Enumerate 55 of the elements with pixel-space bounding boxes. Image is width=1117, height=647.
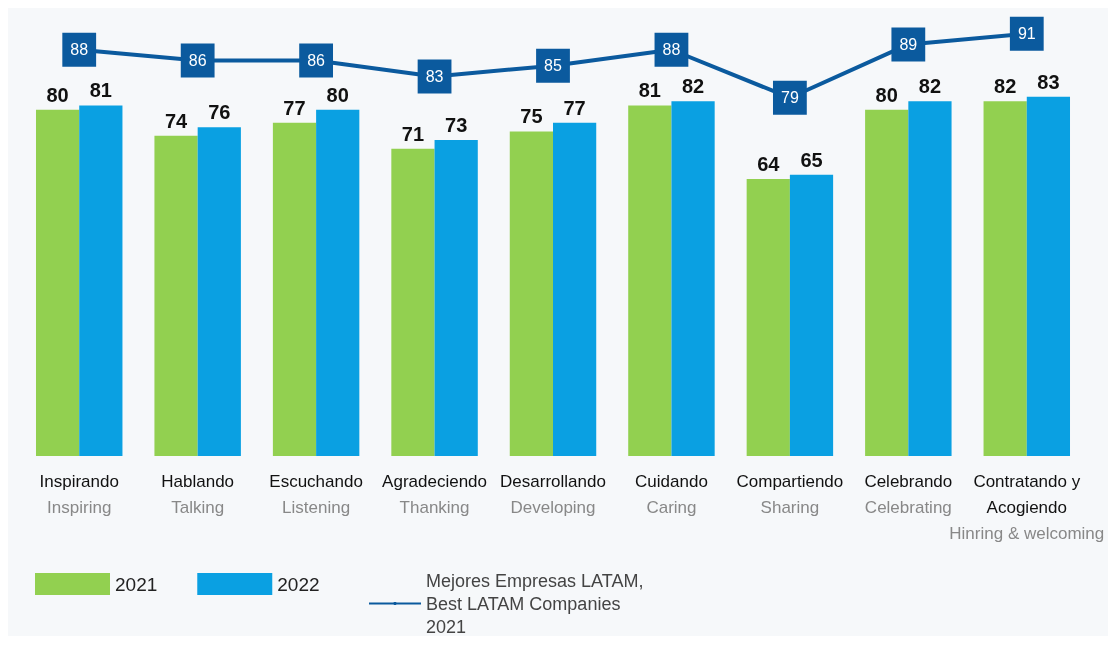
bar [628, 105, 672, 456]
bar [272, 122, 317, 456]
data-label: 71 [401, 122, 425, 145]
bar [434, 140, 478, 456]
x-tick-label: Hablando Talking [161, 471, 235, 517]
bar [553, 122, 597, 456]
data-label: 86 [188, 51, 207, 69]
data-label: 80 [326, 83, 349, 106]
legend-label: Mejores Empresas LATAM, Best LATAM Companies 2021 [426, 570, 644, 637]
data-label: 73 [445, 114, 468, 137]
data-label: 85 [544, 57, 562, 75]
bar [1026, 96, 1071, 456]
x-tick-label: Inspirando Inspiring [39, 471, 119, 517]
data-label: 82 [681, 75, 705, 98]
data-label: 65 [800, 148, 823, 171]
data-label: 83 [425, 67, 444, 85]
data-label: 75 [520, 105, 543, 128]
bar [983, 101, 1027, 456]
x-tick-label: Escuchando Listening [269, 471, 363, 517]
data-label: 80 [875, 83, 898, 106]
bar [35, 109, 80, 456]
data-label: 79 [780, 89, 799, 107]
data-label: 82 [918, 75, 942, 98]
x-tick-label: Cuidando Caring [635, 471, 708, 517]
bar [865, 109, 909, 456]
data-label: 83 [1037, 70, 1060, 93]
data-label: 76 [208, 101, 231, 124]
x-tick-label: Compartiendo Sharing [736, 471, 844, 517]
data-label: 86 [307, 51, 326, 69]
data-label: 64 [757, 153, 781, 176]
data-label: 80 [46, 83, 69, 106]
bar [391, 148, 435, 456]
bar [154, 135, 198, 456]
bar [79, 105, 123, 456]
x-tick-label: Agradeciendo Thanking [382, 471, 488, 517]
data-label: 89 [899, 35, 918, 53]
data-label: 88 [662, 41, 681, 59]
data-label: 77 [563, 96, 586, 119]
data-label: 74 [164, 109, 189, 132]
bar [197, 127, 241, 456]
bar [509, 131, 553, 456]
bar [746, 179, 790, 456]
legend-label: 2022 [277, 573, 320, 595]
legend-label: 2021 [115, 573, 158, 595]
x-tick-label: Desarrollando Developing [500, 471, 606, 517]
data-label: 81 [89, 79, 112, 102]
data-label: 81 [638, 79, 661, 102]
data-label: 88 [70, 41, 89, 59]
bar [671, 101, 715, 456]
bar [908, 101, 952, 456]
data-label: 77 [283, 96, 306, 119]
bar [789, 174, 834, 456]
bar [316, 109, 360, 456]
data-label: 91 [1017, 25, 1036, 43]
data-label: 82 [994, 75, 1017, 98]
